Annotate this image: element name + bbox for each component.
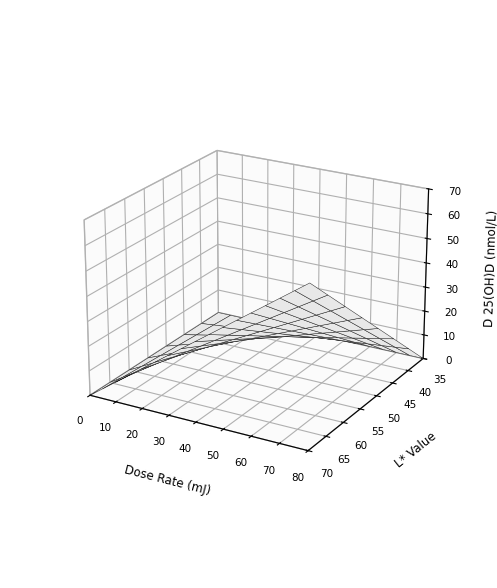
X-axis label: Dose Rate (mJ): Dose Rate (mJ): [123, 463, 212, 498]
Y-axis label: L* Value: L* Value: [393, 430, 439, 471]
